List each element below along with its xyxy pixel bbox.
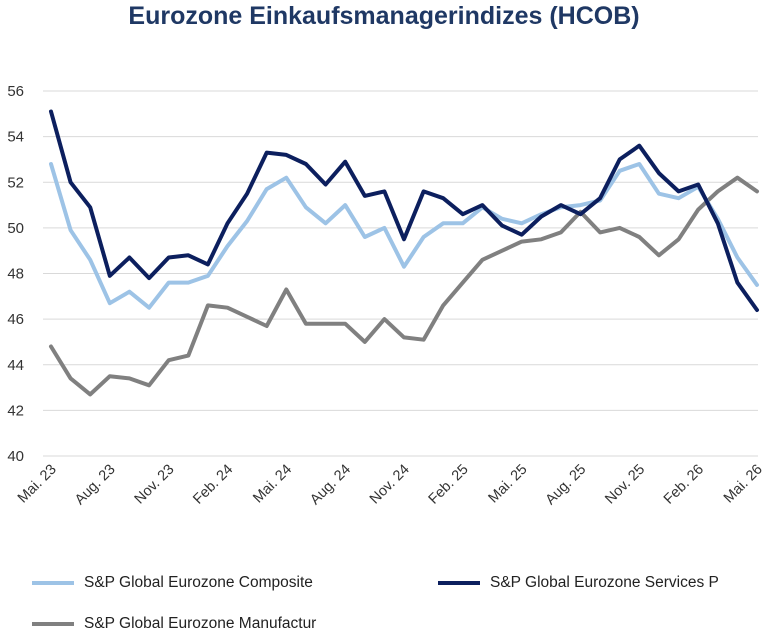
- legend-swatch-manufacturing: [32, 622, 74, 626]
- x-axis-ticks: Mai. 23 Aug. 23 Nov. 23 Feb. 24 Mai. 24 Aug. …: [15, 462, 766, 509]
- series-line-services: [49, 109, 759, 312]
- y-tick-label: 40: [7, 448, 24, 465]
- y-axis-ticks: 40 42 44 46 48 50 52 54 56: [7, 83, 24, 465]
- legend-label-composite: S&P Global Eurozone Composite: [84, 574, 313, 591]
- legend-item-manufacturing: S&P Global Eurozone Manufactur: [32, 615, 316, 633]
- legend-item-services: S&P Global Eurozone Services P: [438, 574, 719, 592]
- y-tick-label: 44: [7, 357, 24, 374]
- chart-title: Eurozone Einkaufsmanagerindizes (HCOB): [128, 2, 640, 30]
- y-tick-label: 56: [7, 83, 24, 100]
- legend-swatch-composite: [32, 581, 74, 585]
- y-tick-label: 50: [7, 220, 24, 237]
- legend-swatch-services: [438, 581, 480, 585]
- x-tick-label: Nov. 23: [132, 462, 178, 508]
- x-tick-label: Aug. 24: [307, 462, 354, 509]
- x-tick-label: Mai. 26: [721, 462, 766, 507]
- series-lines: [49, 109, 759, 397]
- y-tick-label: 48: [7, 266, 24, 283]
- gridlines: [43, 90, 758, 457]
- y-tick-label: 46: [7, 311, 24, 328]
- x-tick-label: Feb. 26: [661, 462, 707, 508]
- x-tick-label: Feb. 24: [190, 462, 236, 508]
- x-tick-label: Mai. 24: [250, 462, 295, 507]
- legend-item-composite: S&P Global Eurozone Composite: [32, 574, 313, 592]
- legend-label-services: S&P Global Eurozone Services P: [490, 574, 719, 591]
- x-tick-label: Nov. 24: [367, 462, 413, 508]
- y-tick-label: 54: [7, 129, 24, 146]
- x-tick-label: Nov. 25: [602, 462, 648, 508]
- y-tick-label: 52: [7, 174, 24, 191]
- series-line-composite: [49, 162, 759, 310]
- x-tick-label: Mai. 25: [486, 462, 531, 507]
- x-tick-label: Aug. 25: [543, 462, 590, 509]
- x-tick-label: Aug. 23: [72, 462, 119, 509]
- legend-label-manufacturing: S&P Global Eurozone Manufactur: [84, 615, 317, 632]
- x-tick-label: Feb. 25: [426, 462, 472, 508]
- series-line-manufacturing: [49, 175, 759, 397]
- y-tick-label: 42: [7, 402, 24, 419]
- x-tick-label: Mai. 23: [15, 462, 60, 507]
